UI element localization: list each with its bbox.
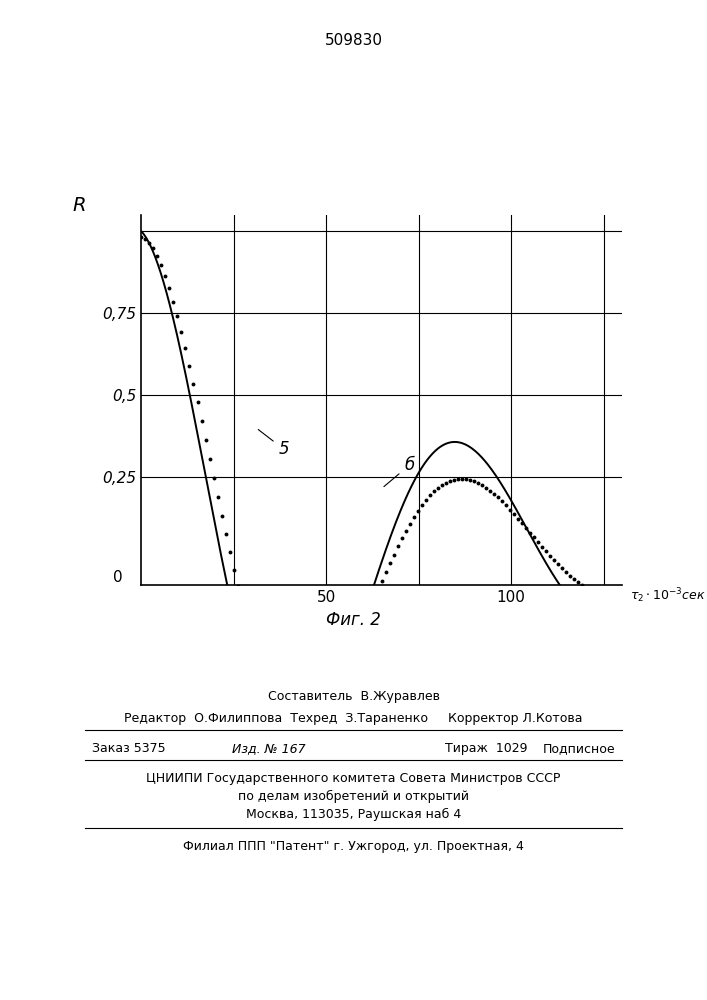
Text: Филиал ППП "Патент" г. Ужгород, ул. Проектная, 4: Филиал ППП "Патент" г. Ужгород, ул. Прое… [183,840,524,853]
Text: Составитель  В.Журавлев: Составитель В.Журавлев [267,690,440,703]
Text: Тираж  1029: Тираж 1029 [445,742,528,755]
Text: 509830: 509830 [325,33,382,48]
Text: Заказ 5375: Заказ 5375 [92,742,165,755]
Text: $\tau_2 \cdot 10^{-3}$сек: $\tau_2 \cdot 10^{-3}$сек [629,587,705,605]
Text: ЦНИИПИ Государственного комитета Совета Министров СССР: ЦНИИПИ Государственного комитета Совета … [146,772,561,785]
Text: Редактор  О.Филиппова  Техред  З.Тараненко     Корректор Л.Котова: Редактор О.Филиппова Техред З.Тараненко … [124,712,583,725]
Text: 0: 0 [112,570,122,585]
Text: б: б [384,456,414,487]
Text: 5: 5 [258,430,289,458]
Text: по делам изобретений и открытий: по делам изобретений и открытий [238,790,469,803]
Text: Москва, 113035, Раушская наб 4: Москва, 113035, Раушская наб 4 [246,808,461,821]
Text: Фиг. 2: Фиг. 2 [326,611,381,629]
Text: Изд. № 167: Изд. № 167 [232,742,305,755]
Text: Подписное: Подписное [542,742,615,755]
Text: R: R [72,196,86,215]
